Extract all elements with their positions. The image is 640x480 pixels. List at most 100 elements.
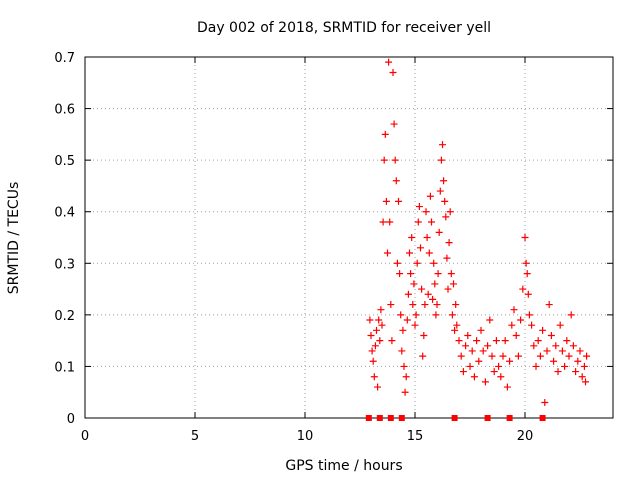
data-point [400, 362, 408, 370]
data-point [429, 295, 437, 303]
data-point [373, 326, 380, 334]
data-point [576, 347, 584, 355]
data-point [441, 197, 449, 205]
data-point [506, 357, 514, 365]
data-point [550, 357, 558, 365]
data-points [365, 58, 591, 421]
data-point [407, 270, 415, 278]
data-point [578, 373, 586, 381]
y-tick-label: 0.1 [54, 360, 75, 375]
data-point [440, 177, 448, 185]
baseline-marker [506, 415, 513, 421]
data-point [459, 368, 467, 376]
data-point [375, 316, 383, 324]
data-point [386, 218, 394, 226]
data-point [565, 352, 573, 360]
data-point [434, 270, 442, 278]
baseline-marker [484, 415, 491, 421]
x-axis: 0 5 10 15 20 [81, 57, 533, 444]
data-point [377, 306, 385, 314]
data-point [411, 321, 419, 329]
data-point [390, 120, 398, 128]
data-point [525, 311, 533, 319]
data-point [379, 218, 387, 226]
data-point [580, 362, 588, 370]
data-point [381, 130, 389, 138]
y-tick-label: 0.5 [54, 154, 75, 169]
data-point [473, 337, 481, 345]
data-point [468, 347, 476, 355]
data-point [521, 234, 529, 241]
data-point [382, 197, 390, 205]
data-point [395, 197, 402, 205]
data-point [466, 362, 474, 370]
data-point [539, 326, 547, 334]
x-tick-label: 0 [81, 429, 89, 444]
data-point [369, 357, 377, 365]
data-point [409, 301, 417, 309]
data-point [445, 239, 453, 247]
data-point [532, 362, 540, 370]
data-point [418, 285, 426, 293]
data-point [514, 352, 522, 360]
x-axis-label: GPS time / hours [285, 458, 402, 474]
data-point [554, 368, 562, 376]
data-point [413, 259, 421, 267]
y-tick-label: 0.2 [54, 309, 75, 324]
y-axis-label: SRMTID / TECUs [6, 182, 22, 295]
data-point [490, 368, 498, 376]
data-point [451, 326, 459, 334]
data-point [433, 301, 441, 309]
data-point [523, 270, 531, 278]
data-point [431, 280, 439, 288]
data-point [380, 156, 388, 164]
data-point [408, 234, 416, 241]
data-point [530, 342, 538, 350]
data-point [417, 244, 424, 252]
data-point [448, 311, 456, 319]
data-point [442, 213, 450, 221]
data-point [406, 249, 413, 257]
data-point [524, 290, 532, 298]
data-point [545, 301, 553, 309]
x-tick-label: 20 [517, 429, 534, 444]
data-point [447, 270, 455, 278]
data-point [543, 347, 551, 355]
data-point [443, 254, 451, 262]
data-point [446, 208, 454, 216]
data-point [430, 259, 438, 267]
data-point [455, 337, 463, 345]
data-point [453, 321, 461, 329]
data-point [510, 306, 518, 314]
data-point [547, 331, 555, 339]
data-point [569, 342, 577, 350]
data-point [439, 141, 446, 149]
baseline-marker [398, 415, 405, 421]
grid-lines [85, 57, 613, 418]
data-point [556, 321, 564, 329]
data-point [374, 383, 382, 391]
x-tick-label: 5 [191, 429, 199, 444]
data-point [366, 316, 374, 324]
data-point [376, 337, 384, 345]
data-point [378, 321, 386, 329]
data-point [503, 383, 511, 391]
data-point [534, 337, 542, 345]
data-point [477, 326, 485, 334]
data-point [391, 156, 399, 164]
data-point [541, 399, 549, 407]
data-point [432, 311, 440, 319]
data-point [428, 218, 435, 226]
x-tick-label: 10 [297, 429, 314, 444]
data-point [444, 285, 452, 293]
data-point [410, 280, 418, 288]
data-point [452, 301, 460, 309]
data-point [423, 234, 431, 241]
data-point [385, 58, 393, 66]
data-point [392, 177, 400, 185]
data-point [415, 203, 423, 211]
data-point [401, 388, 409, 396]
data-point [404, 290, 412, 298]
data-point [470, 373, 478, 381]
x-tick-label: 15 [407, 429, 424, 444]
